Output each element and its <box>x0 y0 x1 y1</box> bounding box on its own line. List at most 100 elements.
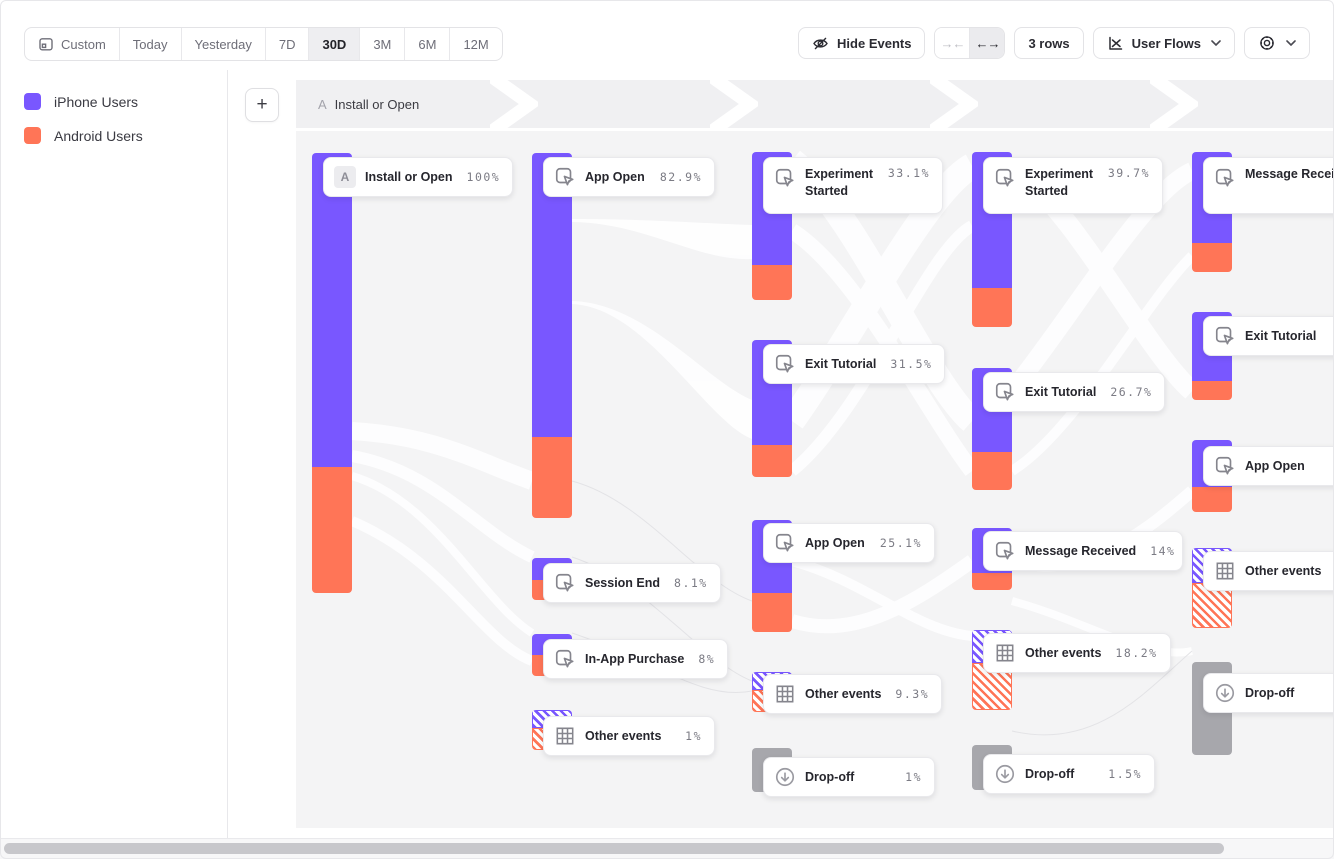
date-range-12m[interactable]: 12M <box>463 36 489 52</box>
node-card-install-or-open[interactable]: A Install or Open 100% <box>323 157 514 197</box>
node-card-experiment-started[interactable]: Experiment Started 33.1% <box>763 157 943 214</box>
node-percentage: 82.9% <box>659 170 702 184</box>
date-range-7d[interactable]: 7D <box>266 28 310 60</box>
node-card-in-app-purchase[interactable]: In-App Purchase 8% <box>543 639 729 679</box>
date-range-group: Custom Today Yesterday 7D 30D 3M 6M 12M <box>24 27 503 61</box>
settings-menu-button[interactable] <box>1244 27 1310 59</box>
drop-off-icon <box>773 765 797 789</box>
hide-events-button[interactable]: Hide Events <box>798 27 926 59</box>
event-icon <box>993 166 1017 190</box>
step-a-header: A Install or Open <box>318 80 419 128</box>
node-label: Exit Tutorial <box>1025 385 1097 399</box>
node-label: Experiment Started <box>1025 167 1094 198</box>
node-card-message-received[interactable]: Message Received 14% <box>983 531 1183 571</box>
date-range-label: Custom <box>61 36 106 52</box>
event-icon <box>1213 166 1237 190</box>
step-a-badge: A <box>333 165 357 189</box>
chevron-down-icon <box>1211 40 1221 46</box>
node-label: Drop-off <box>805 770 855 784</box>
node-label: Message Received <box>1025 544 1137 558</box>
node-card-message-received[interactable]: Message Received <box>1203 157 1334 214</box>
node-percentage: 1.5% <box>1108 767 1142 781</box>
step-header-band[interactable]: A Install or Open <box>296 80 1334 128</box>
other-events-grid-icon <box>993 641 1017 665</box>
node-card-drop-off[interactable]: Drop-off 1.5% <box>983 754 1155 794</box>
node-percentage: 26.7% <box>1110 385 1153 399</box>
other-events-grid-icon <box>773 682 797 706</box>
user-flows-icon <box>1107 35 1124 52</box>
node-percentage: 1% <box>685 729 702 743</box>
node-label: App Open <box>1245 459 1305 473</box>
node-card-app-open[interactable]: App Open <box>1203 446 1334 486</box>
chevron-separator-icon <box>1150 80 1198 128</box>
node-card-session-end[interactable]: Session End 8.1% <box>543 563 721 603</box>
node-label: App Open <box>585 170 645 184</box>
node-card-drop-off[interactable]: Drop-off <box>1203 673 1334 713</box>
node-percentage: 100% <box>466 170 501 184</box>
horizontal-scrollbar-thumb[interactable] <box>4 843 1224 854</box>
node-card-app-open[interactable]: App Open 82.9% <box>543 157 715 197</box>
date-range-custom[interactable]: Custom <box>25 28 120 60</box>
node-label: App Open <box>805 536 865 550</box>
add-step-button[interactable]: + <box>245 88 279 122</box>
rows-button[interactable]: 3 rows <box>1014 27 1084 59</box>
step-badge: A <box>318 96 327 112</box>
arrows-inward-icon: →← <box>940 35 965 51</box>
date-range-6m[interactable]: 6M <box>405 28 451 60</box>
node-label: Other events <box>1245 564 1322 578</box>
collapse-columns-button[interactable]: →← <box>935 28 971 58</box>
step-label: Install or Open <box>334 96 420 112</box>
event-icon <box>993 380 1017 404</box>
flow-canvas: A Install or Open 100% App Open 82.9% Session… <box>296 131 1334 828</box>
event-icon <box>1213 454 1237 478</box>
gear-icon <box>1258 34 1276 52</box>
node-percentage: 1% <box>905 770 922 784</box>
node-label: Exit Tutorial <box>805 357 877 371</box>
date-range-3m[interactable]: 3M <box>360 28 406 60</box>
date-range-30d[interactable]: 30D <box>309 28 361 60</box>
node-card-experiment-started[interactable]: Experiment Started 39.7% <box>983 157 1163 214</box>
date-range-today[interactable]: Today <box>120 28 182 60</box>
date-range-yesterday[interactable]: Yesterday <box>182 28 266 60</box>
node-card-exit-tutorial[interactable]: Exit Tutorial 31.5% <box>763 344 946 384</box>
node-card-exit-tutorial[interactable]: Exit Tutorial 26.7% <box>983 372 1166 412</box>
node-card-other-events[interactable]: Other events 1% <box>543 716 715 756</box>
node-card-exit-tutorial[interactable]: Exit Tutorial <box>1203 316 1334 356</box>
chevron-down-icon <box>1286 40 1296 46</box>
drop-off-icon <box>993 762 1017 786</box>
node-label: Other events <box>585 729 662 743</box>
event-icon <box>773 531 797 555</box>
node-card-other-events[interactable]: Other events <box>1203 551 1334 591</box>
node-card-app-open[interactable]: App Open 25.1% <box>763 523 935 563</box>
node-card-other-events[interactable]: Other events 9.3% <box>763 674 943 714</box>
chevron-separator-icon <box>710 80 758 128</box>
node-card-other-events[interactable]: Other events 18.2% <box>983 633 1171 673</box>
legend-item-android-users[interactable]: Android Users <box>24 127 143 144</box>
legend-item-iphone-users[interactable]: iPhone Users <box>24 93 143 110</box>
legend: iPhone Users Android Users <box>24 93 143 144</box>
calendar-icon <box>38 36 54 52</box>
event-icon <box>773 352 797 376</box>
drop-off-icon <box>1213 681 1237 705</box>
node-percentage: 25.1% <box>879 536 922 550</box>
node-label: Other events <box>805 687 882 701</box>
event-icon <box>773 166 797 190</box>
node-label: Session End <box>585 576 661 590</box>
event-icon <box>553 571 577 595</box>
eye-off-icon <box>812 35 829 52</box>
node-label: Drop-off <box>1025 767 1075 781</box>
collapse-expand-toggle: →← ←→ <box>934 27 1006 59</box>
node-percentage: 31.5% <box>890 357 933 371</box>
flow-bar-app-open[interactable] <box>532 153 572 518</box>
node-label: Experiment Started <box>805 167 874 198</box>
node-percentage: 39.7% <box>1107 166 1150 180</box>
toolbar-right: Hide Events →← ←→ 3 rows <box>798 27 1310 59</box>
flow-bar-install-or-open[interactable] <box>312 153 352 593</box>
node-percentage: 8% <box>698 652 716 666</box>
view-selector[interactable]: User Flows <box>1092 27 1235 59</box>
iphone-users-swatch <box>24 93 41 110</box>
node-card-drop-off[interactable]: Drop-off 1% <box>763 757 935 797</box>
expand-columns-button[interactable]: ←→ <box>970 28 1005 58</box>
node-label: Exit Tutorial <box>1245 329 1317 343</box>
